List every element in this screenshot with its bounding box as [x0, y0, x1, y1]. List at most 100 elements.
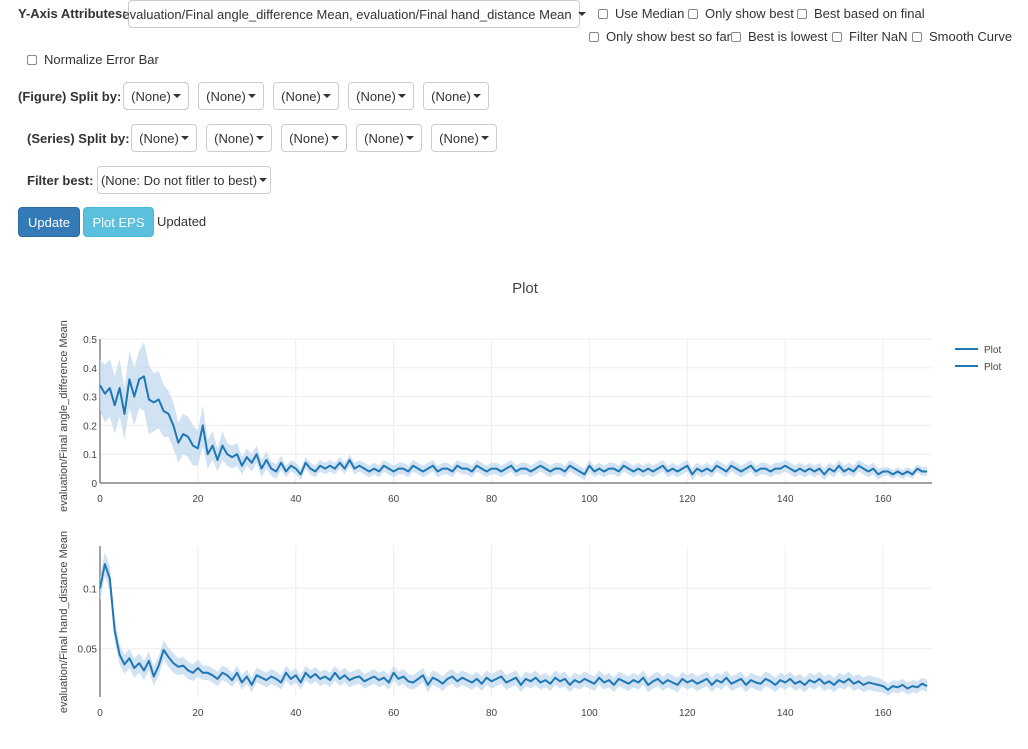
checkbox-icon[interactable]: [688, 8, 698, 19]
checkbox-label: Filter NaN: [849, 29, 908, 44]
chart-title: Plot: [512, 280, 539, 297]
y-axis-title-top: evaluation/Final angle_difference Mean: [58, 320, 70, 512]
dropdown-value: (None): [281, 88, 321, 104]
y-axis-title-bottom: evaluation/Final hand_distance Mean: [58, 531, 70, 713]
legend-entry[interactable]: Plot: [984, 362, 1001, 373]
checkbox-only-show-best-so-far[interactable]: Only show best so far: [589, 29, 731, 44]
chevron-down-icon: [330, 136, 339, 140]
subplot-angle-difference: 0 20 40 60 80 100 120 140 160 0 0.1 0.2 0.3 0.4 0.5: [83, 335, 932, 505]
filter-best-dropdown[interactable]: (None: Do not fitler to best): [97, 166, 271, 194]
checkbox-icon[interactable]: [589, 31, 599, 42]
chevron-down-icon: [259, 178, 268, 182]
dropdown-value: (None): [356, 88, 396, 104]
checkbox-label: Normalize Error Bar: [44, 52, 159, 67]
chevron-down-icon: [322, 94, 331, 98]
y-tick-label: 0.1: [83, 450, 97, 461]
x-tick-label: 120: [679, 708, 696, 719]
series-split-dropdown-4[interactable]: (None): [356, 124, 422, 152]
checkbox-use-median[interactable]: Use Median: [598, 6, 684, 21]
checkbox-icon[interactable]: [731, 31, 741, 42]
x-tick-label: 120: [679, 494, 696, 505]
chevron-down-icon: [480, 136, 489, 140]
chevron-down-icon: [247, 94, 256, 98]
chevron-down-icon: [472, 94, 481, 98]
x-tick-label: 60: [388, 494, 400, 505]
y-tick-label: 0.2: [83, 421, 97, 432]
dropdown-value: (None): [214, 130, 254, 146]
chevron-down-icon: [255, 136, 264, 140]
series-line[interactable]: [99, 563, 928, 691]
x-tick-label: 0: [97, 708, 103, 719]
series-split-dropdown-5[interactable]: (None): [431, 124, 497, 152]
y-tick-label: 0.05: [78, 645, 98, 656]
plot-eps-button[interactable]: Plot EPS: [83, 207, 154, 237]
x-tick-label: 160: [875, 708, 892, 719]
checkbox-icon[interactable]: [832, 31, 842, 42]
checkbox-label: Only show best: [705, 6, 794, 21]
dropdown-value: (None: Do not fitler to best): [100, 172, 258, 188]
checkbox-best-is-lowest[interactable]: Best is lowest: [731, 29, 827, 44]
dropdown-value: (None): [364, 130, 404, 146]
x-tick-label: 160: [875, 494, 892, 505]
x-tick-label: 80: [486, 708, 498, 719]
checkbox-best-based-on-final[interactable]: Best based on final: [797, 6, 925, 21]
checkbox-filter-nan[interactable]: Filter NaN: [832, 29, 908, 44]
y-axis-value: evaluation/Final angle_difference Mean, …: [122, 6, 572, 22]
x-tick-label: 80: [486, 494, 498, 505]
y-tick-label: 0.3: [83, 393, 97, 404]
legend[interactable]: Plot Plot: [955, 345, 1001, 373]
y-tick-label: 0.4: [83, 364, 97, 375]
checkbox-icon[interactable]: [797, 8, 807, 19]
x-tick-label: 60: [388, 708, 400, 719]
figure-split-dropdown-5[interactable]: (None): [423, 82, 489, 110]
checkbox-label: Use Median: [615, 6, 685, 21]
series-split-dropdown-1[interactable]: (None): [131, 124, 197, 152]
checkbox-icon[interactable]: [27, 54, 37, 65]
figure-split-dropdown-1[interactable]: (None): [123, 82, 189, 110]
series-split-label: (Series) Split by:: [27, 131, 130, 146]
x-tick-label: 0: [97, 494, 103, 505]
dropdown-value: (None): [439, 130, 479, 146]
series-split-dropdown-3[interactable]: (None): [281, 124, 347, 152]
figure-split-dropdown-3[interactable]: (None): [273, 82, 339, 110]
x-tick-label: 20: [192, 708, 204, 719]
figure-split-label: (Figure) Split by:: [18, 89, 122, 104]
series-line[interactable]: [99, 375, 928, 476]
checkbox-normalize-error-bar[interactable]: Normalize Error Bar: [27, 52, 159, 67]
dropdown-value: (None): [206, 88, 246, 104]
x-tick-label: 40: [290, 494, 302, 505]
checkbox-smooth-curve[interactable]: Smooth Curve: [912, 29, 1012, 44]
figure-split-dropdown-2[interactable]: (None): [198, 82, 264, 110]
error-band: [100, 341, 928, 481]
y-tick-label: 0: [91, 479, 97, 490]
series-split-dropdown-2[interactable]: (None): [206, 124, 272, 152]
y-axis-dropdown[interactable]: evaluation/Final angle_difference Mean, …: [122, 0, 586, 28]
x-tick-label: 140: [777, 708, 794, 719]
y-axis-label: Y-Axis Attributes:: [18, 6, 127, 21]
chevron-down-icon: [577, 12, 586, 16]
x-tick-label: 100: [581, 494, 598, 505]
chevron-down-icon: [397, 94, 406, 98]
subplot-hand-distance: 0 20 40 60 80 100 120 140 160 0.05 0.1: [78, 546, 932, 719]
chevron-down-icon: [405, 136, 414, 140]
checkbox-icon[interactable]: [598, 8, 608, 19]
checkbox-only-show-best[interactable]: Only show best: [688, 6, 794, 21]
status-text: Updated: [157, 214, 207, 229]
dropdown-value: (None): [131, 88, 171, 104]
update-button[interactable]: Update: [18, 207, 80, 237]
y-tick-label: 0.1: [83, 584, 97, 595]
x-tick-label: 100: [581, 708, 598, 719]
legend-entry[interactable]: Plot: [984, 345, 1001, 356]
dropdown-value: (None): [431, 88, 471, 104]
y-tick-label: 0.5: [83, 335, 97, 346]
checkbox-label: Smooth Curve: [929, 29, 1013, 44]
checkbox-icon[interactable]: [912, 31, 922, 42]
filter-best-label: Filter best:: [27, 173, 94, 188]
figure-split-dropdown-4[interactable]: (None): [348, 82, 414, 110]
x-tick-label: 20: [192, 494, 204, 505]
x-tick-label: 40: [290, 708, 302, 719]
dropdown-value: (None): [289, 130, 329, 146]
checkbox-label: Only show best so far: [606, 29, 731, 44]
checkbox-label: Best is lowest: [748, 29, 828, 44]
